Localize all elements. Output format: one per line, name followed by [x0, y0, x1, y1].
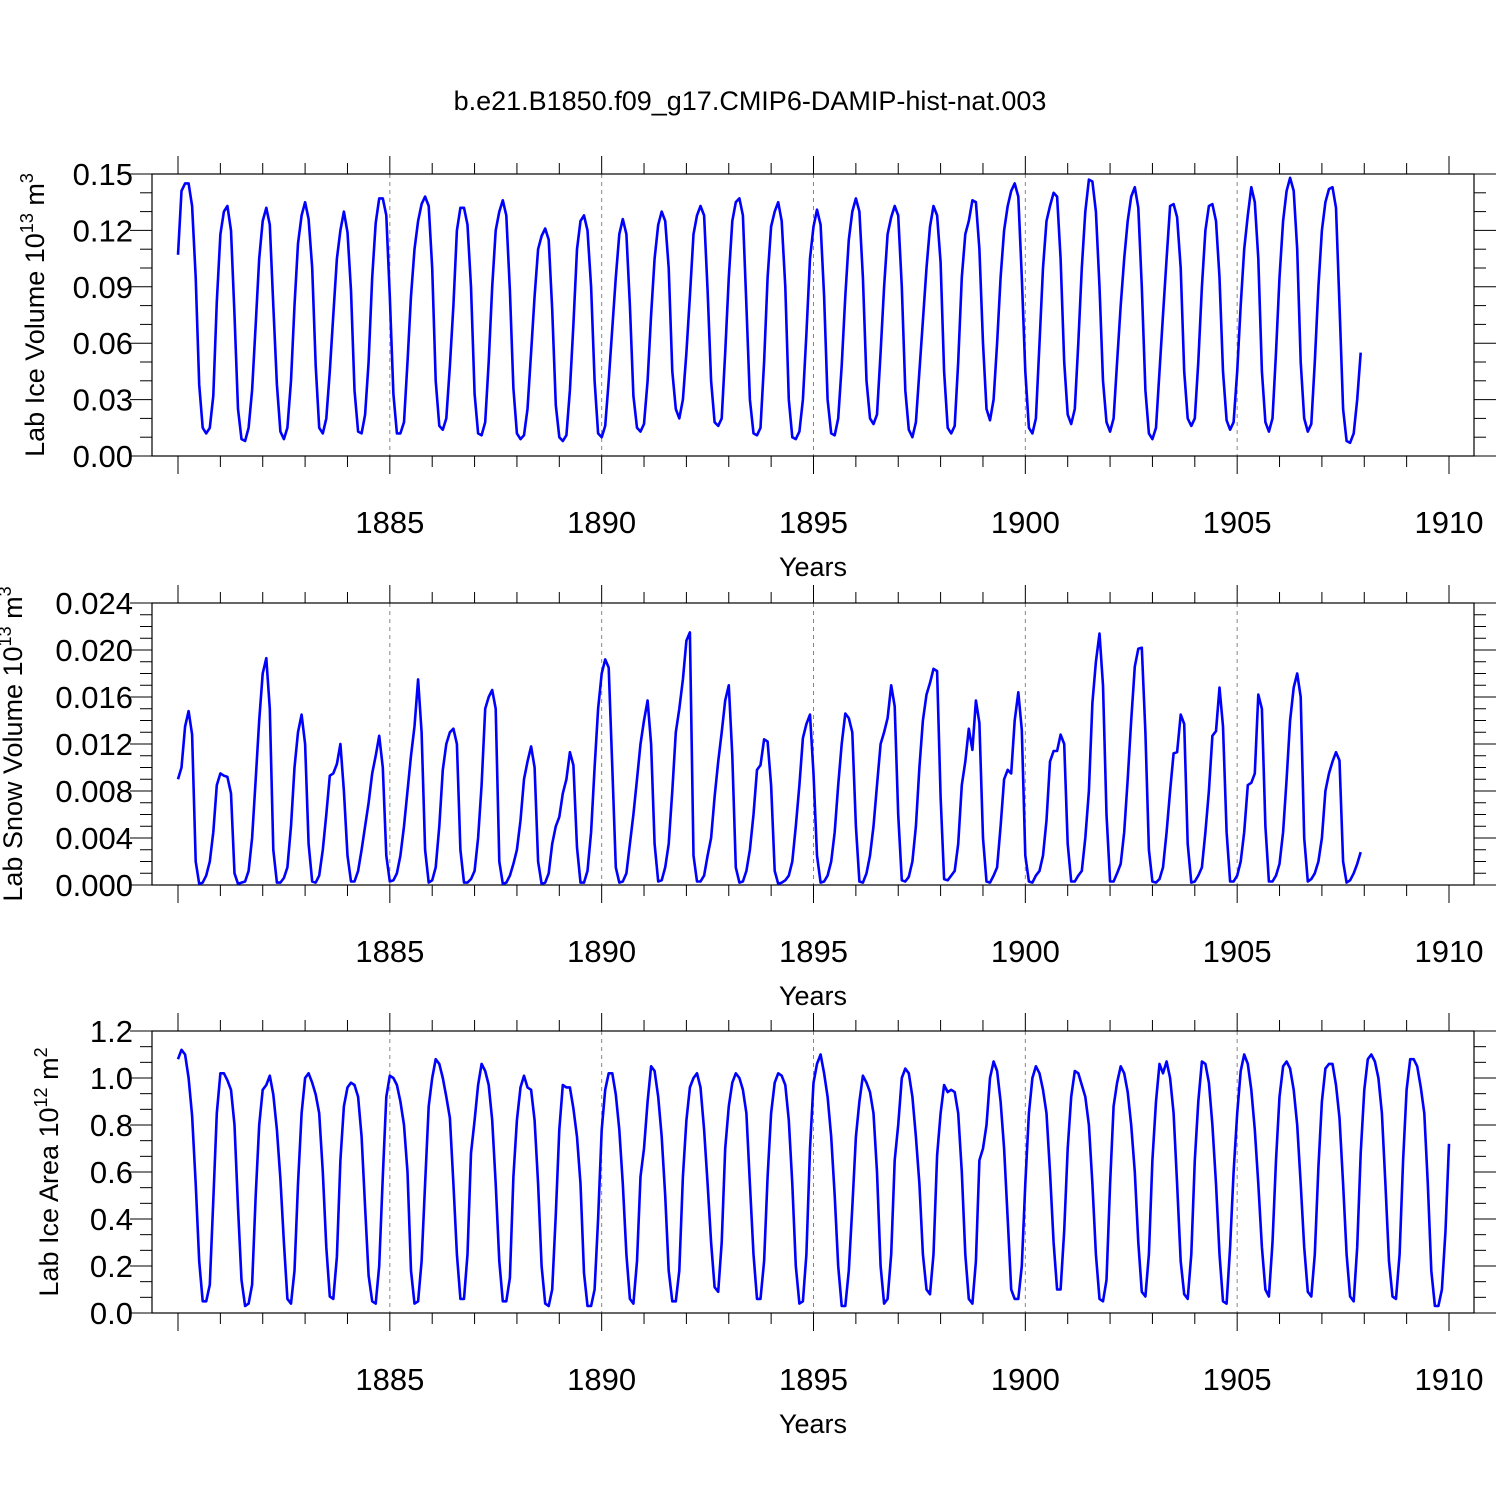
x-tick-label: 1905 [1203, 1362, 1272, 1397]
x-tick-label: 1900 [991, 934, 1060, 969]
x-tick-label: 1890 [567, 1362, 636, 1397]
y-tick-label: 0.8 [90, 1108, 133, 1143]
x-axis-label: Years [779, 981, 847, 1011]
y-tick-label: 0.03 [73, 383, 133, 418]
x-tick-label: 1895 [779, 1362, 848, 1397]
x-tick-label: 1910 [1415, 934, 1484, 969]
y-tick-label: 0.00 [73, 439, 133, 474]
y-tick-label: 0.2 [90, 1249, 133, 1284]
x-tick-label: 1905 [1203, 934, 1272, 969]
x-tick-label: 1895 [779, 934, 848, 969]
y-axis-label: Lab Ice Area 1012 m2 [31, 1047, 64, 1296]
y-tick-label: 0.000 [55, 868, 133, 903]
x-tick-label: 1890 [567, 505, 636, 540]
y-tick-label: 0.004 [55, 821, 133, 856]
x-tick-label: 1885 [355, 505, 424, 540]
y-tick-label: 0.0 [90, 1296, 133, 1331]
y-tick-label: 0.020 [55, 633, 133, 668]
x-tick-label: 1910 [1415, 505, 1484, 540]
y-tick-label: 1.2 [90, 1014, 133, 1049]
y-tick-label: 0.6 [90, 1155, 133, 1190]
y-tick-label: 0.12 [73, 213, 133, 248]
series-line [176, 1048, 1451, 1308]
x-tick-label: 1890 [567, 934, 636, 969]
y-tick-label: 0.024 [55, 586, 133, 621]
panel-1: 0.00 0.03 0.06 0.09 0.12 0.15 1885 1890 1895 1900… [17, 156, 1496, 582]
y-axis-label: Lab Snow Volume 1013 m3 [0, 586, 28, 901]
y-tick-label: 0.06 [73, 326, 133, 361]
x-tick-label: 1905 [1203, 505, 1272, 540]
figure-title: b.e21.B1850.f09_g17.CMIP6-DAMIP-hist-nat… [454, 86, 1047, 116]
y-tick-label: 0.09 [73, 270, 133, 305]
x-tick-label: 1895 [779, 505, 848, 540]
x-axis-label: Years [779, 1409, 847, 1439]
y-tick-label: 0.4 [90, 1202, 133, 1237]
y-axis-label: Lab Ice Volume 1013 m3 [17, 173, 50, 457]
panel-2: 0.000 0.004 0.008 0.012 0.016 0.020 0.024 1885 1… [0, 585, 1496, 1011]
x-tick-label: 1900 [991, 1362, 1060, 1397]
series-line [176, 631, 1362, 886]
x-tick-label: 1885 [355, 934, 424, 969]
y-tick-label: 1.0 [90, 1061, 133, 1096]
x-tick-label: 1900 [991, 505, 1060, 540]
y-tick-label: 0.016 [55, 680, 133, 715]
y-tick-label: 0.15 [73, 157, 133, 192]
series-line [176, 176, 1362, 445]
x-tick-label: 1885 [355, 1362, 424, 1397]
panels: 0.00 0.03 0.06 0.09 0.12 0.15 1885 1890 1895 1900… [0, 156, 1496, 1439]
x-tick-label: 1910 [1415, 1362, 1484, 1397]
x-axis-label: Years [779, 552, 847, 582]
y-tick-label: 0.008 [55, 774, 133, 809]
y-tick-label: 0.012 [55, 727, 133, 762]
panel-3: 0.0 0.2 0.4 0.6 0.8 1.0 1.2 1885 1890 1895 1900 190… [31, 1013, 1496, 1439]
